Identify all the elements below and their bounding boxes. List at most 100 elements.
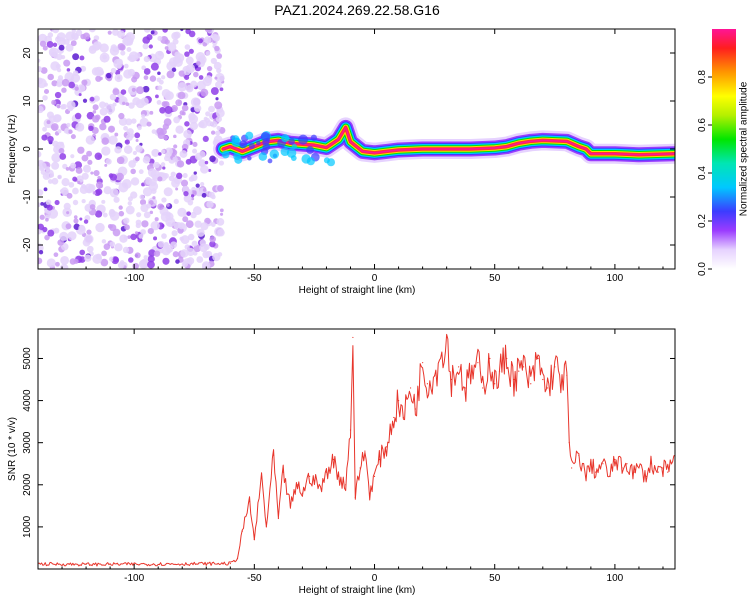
noise-speckle: [97, 175, 101, 180]
noise-speckle: [43, 187, 48, 192]
noise-speckle: [216, 67, 222, 74]
noise-speckle: [208, 105, 215, 113]
signal-ridge: [213, 117, 675, 167]
noise-speckle: [108, 135, 118, 145]
noise-speckle: [191, 240, 198, 247]
snr-data-point: [337, 475, 340, 477]
ridge-blob: [239, 140, 248, 149]
ridge-blob: [290, 155, 297, 162]
noise-speckle: [210, 222, 216, 227]
noise-speckle: [142, 85, 150, 93]
noise-speckle: [101, 137, 109, 145]
snr-data-point: [236, 557, 239, 560]
snr-data-point: [248, 501, 251, 503]
noise-speckle: [202, 188, 207, 192]
ridge-blob: [281, 134, 290, 143]
noise-speckle: [131, 87, 136, 92]
noise-speckle: [163, 187, 173, 197]
noise-speckle: [46, 204, 53, 211]
noise-speckle: [117, 261, 125, 269]
top-x-axis-label: Height of straight line (km): [299, 285, 416, 296]
noise-speckle: [166, 42, 177, 52]
ridge-blob: [231, 135, 240, 143]
noise-speckle: [168, 175, 175, 182]
noise-speckle: [217, 228, 225, 237]
snr-data-point: [470, 374, 472, 376]
snr-data-point: [614, 458, 616, 461]
snr-data-point: [441, 353, 443, 355]
noise-speckle: [210, 57, 217, 65]
noise-speckle: [201, 261, 211, 269]
noise-speckle: [157, 240, 165, 248]
noise-speckle: [82, 98, 88, 103]
snr-data-point: [434, 374, 436, 376]
snr-data-point: [402, 416, 404, 419]
ridge-blob: [245, 131, 254, 140]
noise-speckle: [204, 160, 209, 165]
noise-speckle: [151, 148, 160, 157]
noise-speckle: [58, 44, 65, 51]
colorbar-ticks: 0.0 0.2 0.4 0.6 0.8: [697, 70, 712, 276]
noise-speckle: [38, 58, 41, 63]
y-tick-label: 2000: [22, 473, 33, 496]
snr-data-point: [282, 471, 284, 473]
snr-data-point: [568, 442, 570, 444]
noise-speckle: [77, 180, 81, 185]
noise-speckle: [118, 210, 125, 217]
colorbar-tick-label: 0.4: [697, 166, 708, 180]
noise-speckle: [72, 70, 79, 76]
noise-speckle: [209, 235, 216, 243]
bottom-plot-frame: [37, 328, 676, 570]
colorbar-tick-label: 0.6: [697, 118, 708, 132]
noise-speckle: [68, 81, 76, 89]
noise-speckle: [149, 110, 154, 115]
noise-speckle: [126, 47, 132, 52]
noise-speckle: [132, 97, 141, 106]
noise-speckle: [38, 250, 44, 255]
noise-speckle: [209, 155, 216, 163]
noise-speckle: [163, 118, 172, 127]
noise-speckle: [190, 97, 201, 108]
ridge-blob: [255, 140, 261, 146]
snr-data-point: [638, 467, 640, 469]
noise-speckle: [185, 63, 196, 74]
snr-data-point: [477, 362, 479, 364]
x-tick-label: 0: [372, 573, 378, 584]
noise-speckle: [94, 152, 103, 161]
noise-speckle: [98, 69, 105, 76]
noise-speckle: [51, 99, 57, 106]
y-tick-label: 4000: [22, 389, 33, 412]
snr-data-point: [482, 387, 484, 389]
noise-speckle: [42, 126, 47, 132]
y-tick-label: -20: [22, 237, 33, 252]
snr-data-point: [297, 484, 299, 486]
noise-speckle: [164, 46, 169, 50]
noise-speckle: [157, 85, 163, 91]
snr-data-point: [465, 387, 467, 389]
noise-speckle: [177, 91, 186, 100]
noise-speckle: [99, 101, 106, 109]
snr-data-point: [241, 530, 243, 532]
noise-speckle: [61, 178, 70, 187]
noise-speckle: [74, 112, 82, 120]
snr-data-point: [385, 446, 388, 448]
snr-plot-area: [38, 333, 675, 567]
noise-speckle: [53, 54, 58, 59]
noise-speckle: [153, 250, 161, 257]
noise-speckle: [200, 181, 205, 187]
snr-data-point: [359, 467, 361, 469]
noise-speckle: [195, 183, 200, 188]
noise-speckle: [127, 68, 136, 77]
colorbar-tick-label: 0.0: [697, 262, 708, 276]
noise-speckle: [92, 254, 103, 264]
noise-speckle: [182, 216, 189, 223]
noise-speckle: [180, 249, 189, 258]
noise-speckle: [142, 187, 153, 197]
noise-speckle: [204, 117, 210, 123]
noise-speckle: [99, 123, 107, 131]
noise-speckle: [123, 235, 128, 240]
noise-speckle: [215, 81, 223, 89]
noise-speckle: [89, 96, 95, 102]
noise-speckle: [148, 44, 153, 49]
noise-speckle: [51, 161, 60, 170]
